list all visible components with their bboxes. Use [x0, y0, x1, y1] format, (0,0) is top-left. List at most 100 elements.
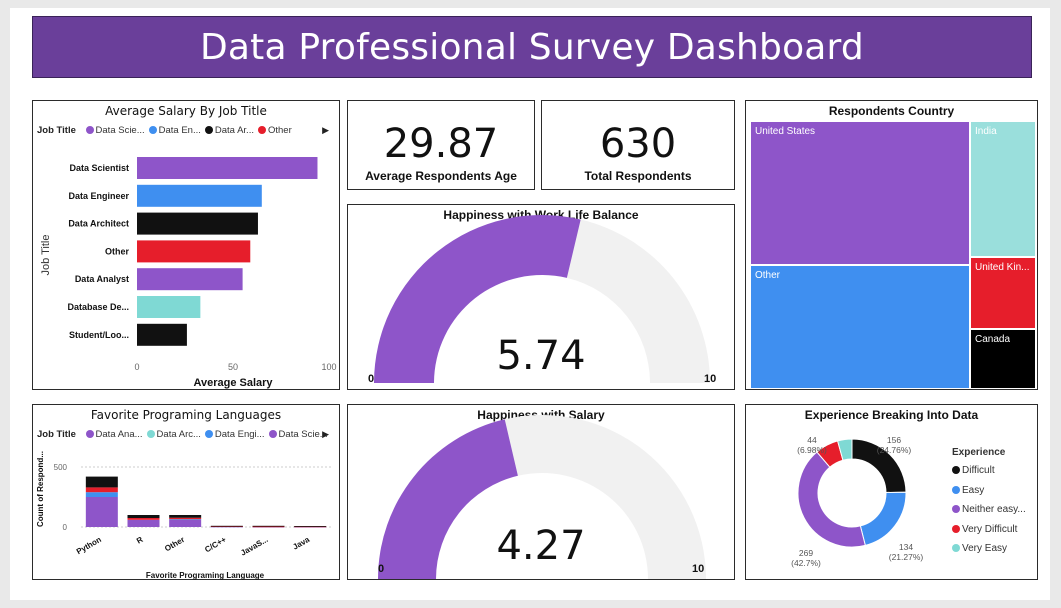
experience-donut-card[interactable]: Experience Breaking Into Data 156 (24.76%… — [745, 404, 1038, 580]
treemap-label-canada: Canada — [975, 334, 1011, 345]
languages-bar-javas-seg2[interactable] — [252, 526, 285, 528]
legend-dot-icon — [146, 430, 155, 438]
salary-legend-item[interactable]: Data Ar... — [214, 125, 254, 136]
experience-legend-label: Easy — [962, 484, 985, 496]
salary-category-label: Data Analyst — [75, 274, 129, 284]
legend-dot-icon — [952, 485, 960, 494]
languages-bar-other-seg3[interactable] — [169, 515, 202, 518]
donut-pct-label: (24.76%) — [877, 445, 912, 455]
languages-bar-r-seg3[interactable] — [127, 515, 160, 518]
gauge-salary-chart — [378, 415, 706, 579]
gauge-salary-track — [504, 415, 706, 579]
legend-dot-icon — [148, 126, 157, 134]
kpi-total-respondents-label: Total Respondents — [584, 169, 692, 183]
salary-category-label: Data Architect — [68, 219, 129, 229]
salary-bar-data-engineer[interactable] — [137, 184, 262, 207]
salary-category-label: Data Engineer — [68, 191, 129, 201]
languages-category-label: Python — [75, 535, 103, 556]
donut-value-label: 134 — [899, 542, 913, 552]
languages-bar-python-seg1[interactable] — [85, 492, 118, 497]
treemap-label-india: India — [975, 126, 997, 137]
dashboard-title: Data Professional Survey Dashboard — [200, 26, 864, 68]
languages-category-label: Other — [163, 535, 186, 553]
legend-dot-icon — [204, 430, 213, 438]
languages-bar-java-seg3[interactable] — [294, 526, 327, 527]
languages-legend-item[interactable]: Data Arc... — [156, 429, 201, 440]
languages-legend-item[interactable]: Data Ana... — [95, 429, 143, 440]
salary-bar-student-loo[interactable] — [137, 323, 187, 346]
gauge-salary-fill[interactable] — [378, 419, 518, 579]
languages-bar-r-seg0[interactable] — [127, 519, 160, 527]
experience-donut-chart: 156(24.76%) 134(21.27%) 269(42.7%) 44(6.98%… — [791, 435, 924, 568]
salary-x-tick: 50 — [228, 362, 238, 372]
languages-bar-other-seg2[interactable] — [169, 517, 202, 520]
languages-bar-r-seg2[interactable] — [127, 518, 160, 520]
country-treemap-card[interactable]: Respondents Country United States Other … — [745, 100, 1038, 390]
donut-slice-very-easy[interactable] — [837, 438, 853, 461]
salary-legend-item[interactable]: Data Scie... — [95, 125, 145, 136]
treemap-cell-united-kingdom[interactable]: United Kin... — [970, 257, 1036, 329]
languages-bar-python-seg2[interactable] — [85, 487, 118, 493]
gauge-salary-min: 0 — [378, 563, 385, 575]
legend-dot-icon — [204, 126, 213, 134]
experience-legend-item[interactable]: Very Easy — [952, 543, 1007, 554]
gauge-worklife-min: 0 — [368, 373, 375, 385]
experience-legend-item[interactable]: Difficult — [952, 465, 995, 476]
kpi-average-age-card: 29.87 Average Respondents Age — [347, 100, 535, 190]
gauge-worklife-fill[interactable] — [374, 214, 581, 383]
salary-legend-item[interactable]: Data En... — [158, 125, 201, 136]
salary-legend-item[interactable]: Other — [267, 125, 292, 136]
legend-dot-icon — [85, 430, 94, 438]
languages-bar-other-seg0[interactable] — [169, 519, 202, 527]
donut-slice-easy[interactable] — [859, 491, 907, 546]
languages-x-axis-label: Favorite Programing Language — [146, 571, 265, 580]
donut-pct-label: (21.27%) — [889, 552, 924, 562]
experience-legend-label: Very Difficult — [962, 523, 1018, 535]
chevron-right-icon[interactable]: ▶ — [322, 125, 329, 135]
languages-bar-javas-seg3[interactable] — [252, 525, 285, 527]
salary-x-tick: 0 — [134, 362, 139, 372]
salary-legend: Job Title Data Scie... Data En... Data Ar.… — [37, 125, 292, 136]
languages-bar-python-seg0[interactable] — [85, 497, 118, 527]
gauge-worklife-card[interactable]: Happiness with Work Life Balance 5.74 0 … — [347, 204, 735, 390]
donut-value-label: 269 — [799, 548, 813, 558]
gauge-salary-card[interactable]: Happiness with Salary 4.27 0 10 — [347, 404, 735, 580]
experience-legend-item[interactable]: Very Difficult — [952, 524, 1017, 535]
treemap-cell-india[interactable]: India — [970, 121, 1036, 257]
salary-bar-other[interactable] — [137, 240, 251, 263]
salary-bar-data-analyst[interactable] — [137, 268, 243, 291]
gauge-salary-value: 4.27 — [496, 523, 586, 569]
salary-bar-database-de[interactable] — [137, 296, 201, 318]
languages-legend: Job Title Data Ana... Data Arc... Data Eng… — [37, 429, 328, 440]
languages-y-tick: 0 — [63, 523, 68, 532]
treemap-cell-other[interactable]: Other — [750, 265, 970, 389]
languages-bar-other-seg1[interactable] — [169, 519, 202, 520]
treemap-label-united-kingdom: United Kin... — [975, 262, 1030, 273]
salary-x-tick: 100 — [321, 362, 336, 372]
languages-bar-python-seg3[interactable] — [85, 476, 118, 488]
salary-by-job-card[interactable]: Average Salary By Job Title Job Title Da… — [32, 100, 340, 390]
languages-legend-item[interactable]: Data Scie... — [278, 429, 328, 440]
chevron-right-icon[interactable]: ▶ — [322, 429, 329, 439]
donut-slice-neither-easy[interactable] — [797, 451, 866, 548]
treemap-cell-canada[interactable]: Canada — [970, 329, 1036, 389]
legend-dot-icon — [85, 126, 94, 134]
languages-bar-chart: 0 500 Python R Other C/C++ JavaS... Java Favorit… — [36, 451, 331, 580]
gauge-worklife-value: 5.74 — [496, 333, 586, 379]
experience-legend-item[interactable]: Easy — [952, 485, 984, 496]
kpi-average-age-label: Average Respondents Age — [365, 169, 517, 183]
salary-x-axis-label: Average Salary — [193, 377, 273, 389]
salary-bar-data-architect[interactable] — [137, 212, 258, 235]
languages-bar-c-c-seg3[interactable] — [210, 525, 243, 527]
donut-value-label: 156 — [887, 435, 901, 445]
languages-legend-item[interactable]: Data Engi... — [214, 429, 265, 440]
languages-card[interactable]: Favorite Programing Languages Job Title … — [32, 404, 340, 580]
experience-legend-item[interactable]: Neither easy... — [952, 504, 1026, 515]
salary-bar-data-scientist[interactable] — [137, 157, 318, 179]
legend-dot-icon — [952, 466, 960, 474]
experience-legend-label: Difficult — [962, 465, 995, 476]
gauge-worklife-title: Happiness with Work Life Balance — [443, 208, 639, 222]
experience-legend-label: Very Easy — [962, 543, 1008, 554]
treemap-cell-united-states[interactable]: United States — [750, 121, 970, 265]
